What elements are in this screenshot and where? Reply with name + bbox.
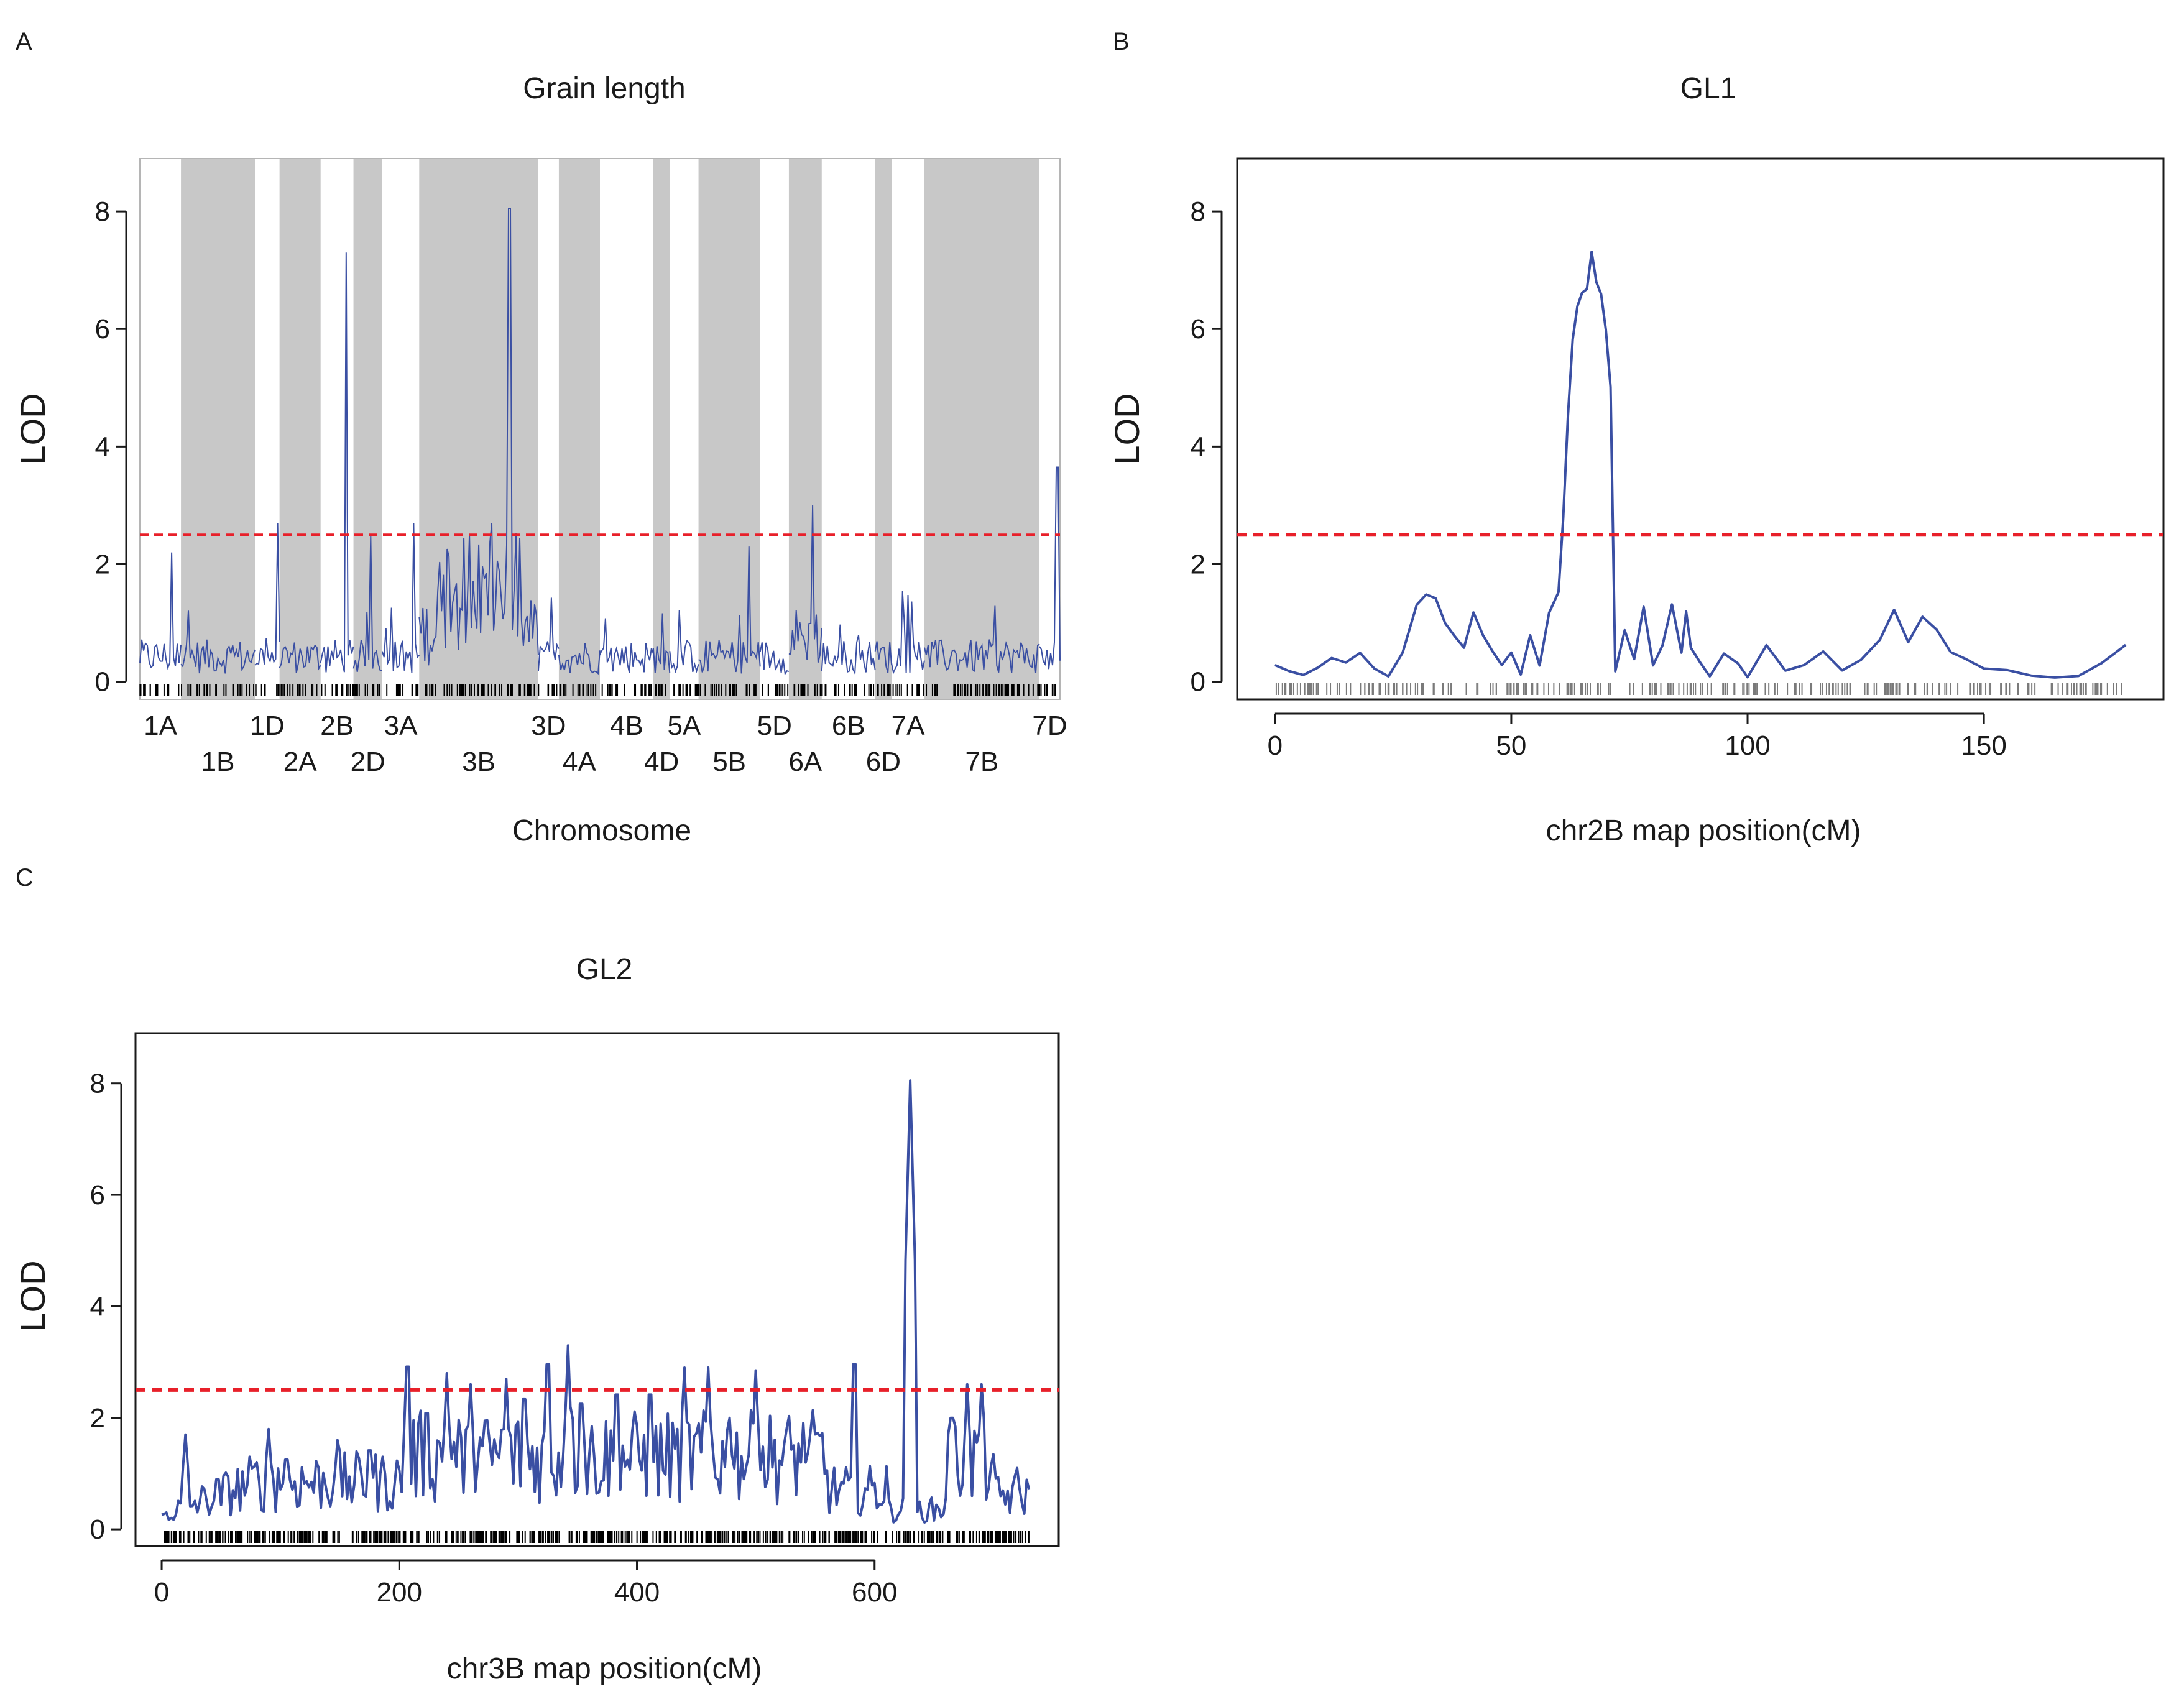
panel-b-lod-trace — [1274, 251, 2127, 679]
panel-a-chr-label-7B: 7B — [965, 747, 999, 777]
panel-a-chr-band-4D — [653, 159, 670, 699]
panel-a-chr-label-5B: 5B — [712, 747, 746, 777]
panel-a-y-tick-label: 2 — [95, 550, 110, 580]
panel-letter-c: C — [16, 864, 34, 891]
panel-a-chr-band-1B — [181, 159, 255, 699]
panel-a-chr-band-4A — [558, 159, 600, 699]
panel-a-chr-label-1D: 1D — [250, 711, 285, 741]
panel-c-x-tick-label: 600 — [852, 1577, 897, 1608]
panel-letter-b: B — [1113, 28, 1130, 55]
panel-b-y-tick-label: 8 — [1191, 196, 1205, 227]
panel-a-y-axis: 0 2 4 6 8 — [95, 196, 127, 698]
panel-a-chr-label-7A: 7A — [892, 711, 925, 741]
panel-c-plot-frame — [134, 1032, 1060, 1547]
panel-b-x-label: chr2B map position(cM) — [1546, 814, 1861, 847]
panel-b-y-tick-label: 2 — [1191, 550, 1205, 580]
panel-a-chr-band-2A — [279, 159, 321, 699]
panel-a-chr-band-6D — [875, 159, 892, 699]
panel-a-x-label: Chromosome — [512, 814, 691, 847]
panel-b-x-tick-label: 100 — [1725, 730, 1770, 761]
panel-a-chr-label-3B: 3B — [462, 747, 495, 777]
panel-b-y-tick-label: 4 — [1191, 431, 1205, 462]
panel-a-chr-label-1B: 1B — [201, 747, 235, 777]
panel-c-marker-rug — [164, 1531, 1030, 1543]
panel-b-chart: GL1 0 2 4 6 8 0 50 100 150 LOD chr2B map positi… — [1107, 72, 2165, 847]
panel-a-chr-label-3D: 3D — [531, 711, 566, 741]
panel-a-chr-band-7B — [924, 159, 1039, 699]
panel-a-chr-label-5D: 5D — [757, 711, 792, 741]
panel-c-y-tick-label: 2 — [90, 1403, 105, 1434]
panel-letter-a: A — [16, 28, 32, 55]
panel-a-chr-label-3A: 3A — [384, 711, 418, 741]
panel-c-x-tick-label: 200 — [377, 1577, 422, 1608]
panel-a-chr-label-2D: 2D — [351, 747, 385, 777]
panel-b-marker-rug — [1275, 683, 2122, 695]
panel-a-chr-label-4A: 4A — [563, 747, 596, 777]
panel-a-chr-label-1A: 1A — [144, 711, 177, 741]
panel-a-title: Grain length — [523, 72, 686, 105]
panel-a-chr-label-6A: 6A — [788, 747, 822, 777]
panel-c-x-label: chr3B map position(cM) — [447, 1652, 762, 1685]
panel-a-y-tick-label: 4 — [95, 431, 110, 462]
panel-b-x-tick-label: 150 — [1961, 730, 2006, 761]
panel-c-y-tick-label: 8 — [90, 1069, 105, 1099]
panel-b-title: GL1 — [1680, 72, 1737, 105]
panel-a-chromosome-shading — [181, 159, 1039, 699]
panel-c-x-tick-label: 400 — [614, 1577, 660, 1608]
panel-b-y-axis: 0 2 4 6 8 — [1191, 196, 1223, 698]
panel-a-chr-label-2B: 2B — [320, 711, 354, 741]
panel-a-chr-label-2A: 2A — [283, 747, 317, 777]
panel-a-y-tick-label: 0 — [95, 667, 110, 698]
panel-c-title: GL2 — [576, 953, 633, 986]
panel-a-y-tick-label: 6 — [95, 314, 110, 344]
panel-b-y-label: LOD — [1107, 393, 1146, 464]
panel-a-chr-label-7D: 7D — [1032, 711, 1067, 741]
panel-b-y-tick-label: 6 — [1191, 314, 1205, 344]
panel-a-chr-band-5B — [698, 159, 760, 699]
panel-b-x-axis: 0 50 100 150 — [1268, 712, 2007, 761]
panel-c-x-tick-label: 0 — [154, 1577, 169, 1608]
panel-a-marker-rug — [139, 684, 1056, 696]
panel-a-chr-band-2D — [353, 159, 382, 699]
panel-a-chr-label-4B: 4B — [610, 711, 643, 741]
panel-b-plot-frame — [1236, 157, 2165, 701]
panel-a-chr-label-4D: 4D — [644, 747, 679, 777]
panel-c-chart: GL2 0 2 4 6 8 0 200 400 600 LOD chr3B map posit… — [13, 953, 1060, 1685]
panel-a-chr-label-6B: 6B — [832, 711, 865, 741]
panel-c-y-axis: 0 2 4 6 8 — [90, 1069, 122, 1545]
panel-a-lod-trace — [139, 208, 1061, 676]
panel-c-x-axis: 0 200 400 600 — [154, 1559, 897, 1608]
panel-b-x-tick-label: 50 — [1496, 730, 1526, 761]
panel-c-lod-trace — [161, 1079, 1031, 1524]
panel-b-y-tick-label: 0 — [1191, 667, 1205, 698]
panel-a-chr-band-6A — [788, 159, 822, 699]
panel-c-y-tick-label: 0 — [90, 1514, 105, 1545]
panel-b-x-tick-label: 0 — [1268, 730, 1283, 761]
panel-a-chr-label-5A: 5A — [668, 711, 701, 741]
panel-a-y-label: LOD — [13, 393, 52, 464]
panel-c-y-label: LOD — [13, 1260, 52, 1332]
panel-a-plot-frame — [139, 158, 1061, 700]
panel-a-y-tick-label: 8 — [95, 196, 110, 227]
panel-c-y-tick-label: 6 — [90, 1180, 105, 1210]
panel-a-chr-label-6D: 6D — [866, 747, 901, 777]
panel-c-y-tick-label: 4 — [90, 1291, 105, 1322]
